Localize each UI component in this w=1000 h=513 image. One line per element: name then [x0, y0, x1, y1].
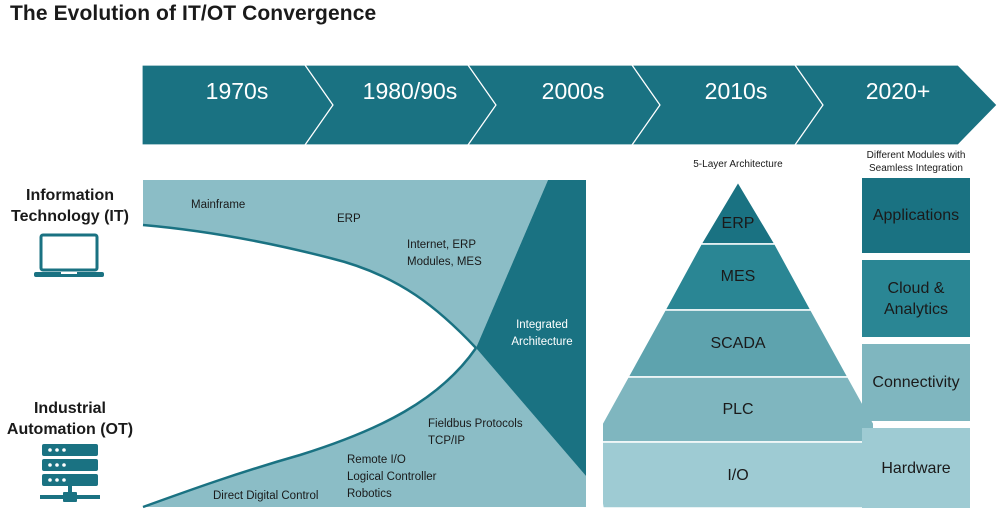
it-item-internet: Internet, ERP Modules, MES: [407, 239, 482, 268]
pyramid-caption: 5-Layer Architecture: [693, 159, 783, 170]
module-cloud-analytics: Cloud & Analytics: [862, 260, 970, 337]
pyramid-layer-erp: [699, 180, 777, 245]
it-item-erp: ERP: [337, 213, 361, 225]
ot-item-remote-io: Remote I/O Logical Controller Robotics: [347, 454, 437, 500]
pyramid-label-scada: SCADA: [710, 335, 766, 352]
ot-item-fieldbus: Fieldbus Protocols TCP/IP: [428, 418, 523, 447]
module-hardware: Hardware: [862, 428, 970, 508]
ot-item-ddc: Direct Digital Control: [213, 490, 319, 502]
ot-boundary-curve: [142, 347, 478, 509]
era-label-1970s: 1970s: [205, 78, 269, 104]
pyramid-label-erp: ERP: [721, 215, 755, 232]
page-title: The Evolution of IT/OT Convergence: [10, 2, 377, 25]
integrated-architecture-label: Integrated Architecture: [511, 319, 573, 348]
era-label-1980-90s: 1980/90s: [362, 78, 458, 104]
era-label-2020plus: 2020+: [865, 78, 931, 104]
module-applications: Applications: [862, 178, 970, 253]
it-label: Information Technology (IT): [11, 187, 129, 225]
modules-caption: Different Modules with Seamless Integrat…: [866, 150, 966, 174]
era-label-2010s: 2010s: [704, 78, 768, 104]
ot-label: Industrial Automation (OT): [6, 400, 134, 438]
pyramid-label-plc: PLC: [722, 401, 754, 418]
it-region: [143, 180, 548, 348]
era-label-2000s: 2000s: [541, 78, 605, 104]
it-item-mainframe: Mainframe: [191, 199, 246, 211]
it-boundary-curve: [142, 223, 477, 349]
integrated-region: [476, 180, 586, 476]
laptop-icon: [34, 233, 104, 277]
era-chevron-2020plus: [793, 64, 998, 146]
module-connectivity: Connectivity: [862, 344, 970, 421]
ot-region: [143, 348, 586, 507]
pyramid-label-mes: MES: [720, 268, 756, 285]
pyramid-label-io: I/O: [727, 467, 749, 484]
server-rack-icon: [40, 444, 100, 502]
